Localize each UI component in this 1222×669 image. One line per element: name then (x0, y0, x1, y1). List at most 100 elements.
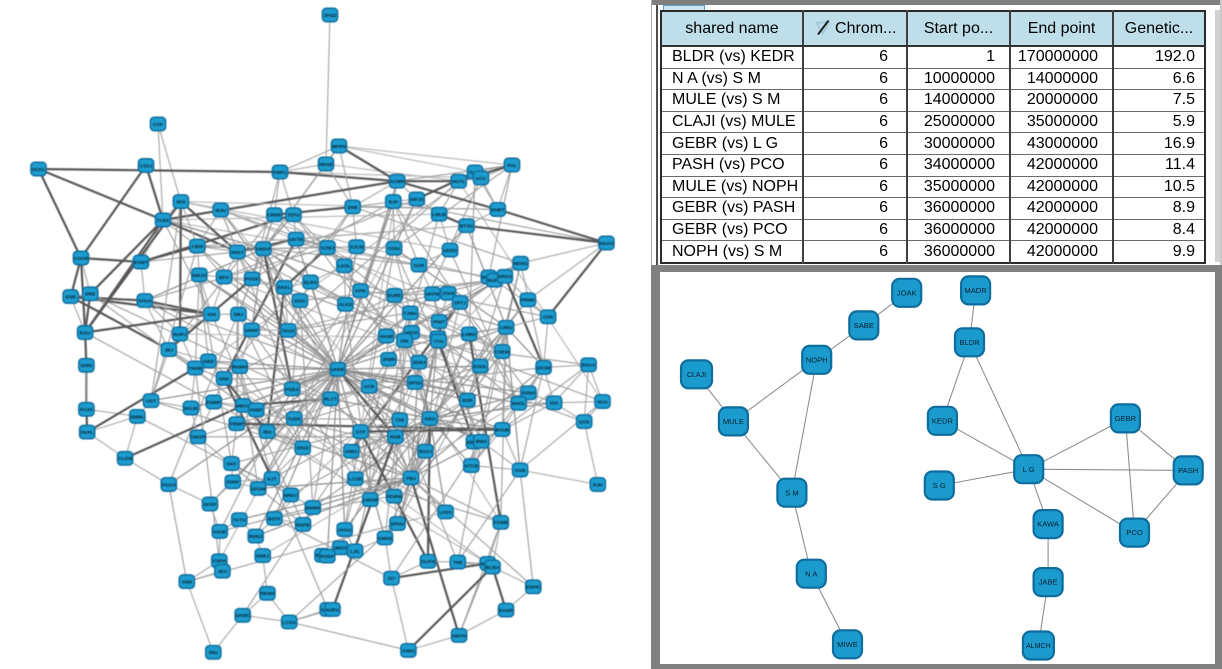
svg-text:EHBT: EHBT (491, 207, 504, 213)
svg-text:ACMR: ACMR (390, 179, 405, 185)
svg-text:NUA: NUA (597, 399, 608, 405)
svg-text:JTKR: JTKR (442, 291, 455, 297)
svg-text:IWGT: IWGT (231, 250, 244, 256)
svg-text:IGD: IGD (550, 401, 559, 407)
svg-text:PKPL: PKPL (81, 430, 94, 436)
svg-text:TKTU: TKTU (233, 518, 246, 524)
svg-text:TEFU: TEFU (287, 213, 300, 219)
svg-text:EHAA: EHAA (582, 363, 596, 369)
svg-text:TJWA: TJWA (404, 311, 418, 317)
svg-text:UHHE: UHHE (331, 367, 345, 373)
svg-text:MULE: MULE (723, 417, 744, 426)
svg-text:LMOM: LMOM (363, 498, 378, 504)
svg-text:BSTF: BSTF (268, 516, 281, 522)
svg-text:LWIU: LWIU (500, 325, 513, 331)
svg-text:FWFL: FWFL (273, 170, 286, 176)
svg-text:UKFM: UKFM (426, 292, 440, 298)
svg-text:GMHS: GMHS (378, 536, 393, 542)
svg-text:WPJS: WPJS (410, 197, 424, 203)
svg-text:OWSR: OWSR (191, 435, 206, 441)
svg-text:FSPH: FSPH (213, 559, 226, 565)
svg-text:SIED: SIED (203, 359, 215, 365)
svg-text:N A: N A (805, 569, 818, 578)
svg-text:DNK: DNK (219, 376, 230, 382)
svg-text:BOUB: BOUB (495, 427, 510, 433)
svg-text:PDEA: PDEA (286, 387, 300, 393)
svg-text:CLAJI: CLAJI (687, 372, 706, 379)
svg-text:LHBD: LHBD (463, 332, 477, 338)
svg-text:NENG: NENG (514, 261, 528, 267)
svg-text:PIWT: PIWT (433, 319, 445, 325)
svg-text:DGAO: DGAO (599, 241, 614, 247)
svg-text:SABE: SABE (854, 321, 874, 330)
svg-text:JABE: JABE (1039, 578, 1058, 587)
svg-text:BSR: BSR (462, 398, 473, 404)
svg-text:SJWJ: SJWJ (321, 245, 334, 251)
svg-text:SPTJ: SPTJ (454, 300, 466, 306)
svg-text:FSWB: FSWB (494, 520, 509, 526)
svg-text:JBJ: JBJ (164, 348, 173, 354)
svg-text:EROI: EROI (297, 446, 309, 452)
svg-text:CLOW: CLOW (118, 456, 133, 462)
svg-text:UCC: UCC (476, 176, 487, 182)
svg-text:NSPB: NSPB (296, 522, 310, 528)
svg-text:MIWE: MIWE (837, 640, 858, 649)
svg-text:IMU: IMU (209, 650, 218, 656)
svg-text:RJCI: RJCI (80, 330, 92, 336)
svg-text:JAGG: JAGG (338, 528, 352, 534)
svg-text:CBW: CBW (192, 244, 204, 250)
svg-text:EAGR: EAGR (499, 608, 513, 614)
svg-text:PASH: PASH (1178, 466, 1198, 475)
svg-text:LFES: LFES (439, 510, 452, 516)
svg-text:HMTH: HMTH (452, 633, 466, 639)
svg-text:GLKN: GLKN (421, 559, 435, 565)
svg-text:ROB: ROB (390, 435, 401, 441)
svg-text:ERGS: ERGS (498, 274, 512, 280)
svg-text:WJU: WJU (215, 208, 226, 214)
svg-text:HHOL: HHOL (512, 401, 526, 407)
svg-text:WMRK: WMRK (305, 505, 321, 511)
svg-text:IOH: IOH (207, 312, 216, 318)
svg-text:UKTB: UKTB (289, 237, 303, 243)
svg-text:GTCB: GTCB (465, 464, 479, 470)
svg-text:ESWT: ESWT (134, 260, 148, 266)
svg-text:EKKL: EKKL (278, 285, 291, 291)
svg-text:WBCW: WBCW (235, 403, 251, 409)
svg-text:BJP: BJP (389, 200, 399, 206)
svg-text:KPR: KPR (356, 289, 367, 295)
svg-text:BTSG: BTSG (460, 224, 474, 230)
svg-text:HGTL: HGTL (452, 179, 465, 185)
svg-text:MPRN: MPRN (332, 144, 347, 150)
svg-text:KHO: KHO (295, 299, 306, 305)
svg-text:ROPJ: ROPJ (173, 332, 186, 338)
svg-text:S G: S G (933, 481, 946, 490)
svg-text:SMML: SMML (130, 414, 144, 420)
svg-text:ELRS: ELRS (304, 280, 318, 286)
svg-text:LJIL: LJIL (350, 549, 360, 555)
svg-text:EWHC: EWHC (526, 585, 541, 591)
svg-text:RHWH: RHWH (232, 365, 247, 371)
svg-text:GEBR: GEBR (1115, 414, 1137, 423)
svg-text:NOPH: NOPH (806, 355, 828, 364)
svg-text:NRKC: NRKC (284, 493, 298, 499)
svg-text:FNWP: FNWP (207, 400, 222, 406)
svg-text:LKSL: LKSL (338, 264, 351, 270)
svg-text:TSE: TSE (395, 418, 405, 424)
svg-text:SGB: SGB (515, 468, 526, 474)
svg-text:POGK: POGK (245, 277, 260, 283)
svg-text:MADR: MADR (964, 286, 987, 295)
svg-text:PODP: PODP (320, 554, 334, 560)
svg-text:KEDR: KEDR (932, 416, 954, 425)
svg-text:GTP: GTP (356, 430, 367, 436)
svg-text:EURE: EURE (388, 293, 402, 299)
svg-text:PAL: PAL (507, 163, 516, 169)
svg-text:JPGD: JPGD (323, 13, 337, 19)
svg-text:OSK: OSK (543, 315, 554, 321)
svg-text:DKF: DKF (227, 461, 237, 467)
svg-text:RUPB: RUPB (488, 278, 502, 284)
svg-text:TTAI: TTAI (433, 339, 444, 345)
svg-text:DRE: DRE (85, 292, 96, 298)
svg-text:LCSB: LCSB (349, 477, 363, 483)
svg-text:KJT: KJT (267, 476, 276, 482)
svg-text:WSI: WSI (176, 200, 186, 206)
